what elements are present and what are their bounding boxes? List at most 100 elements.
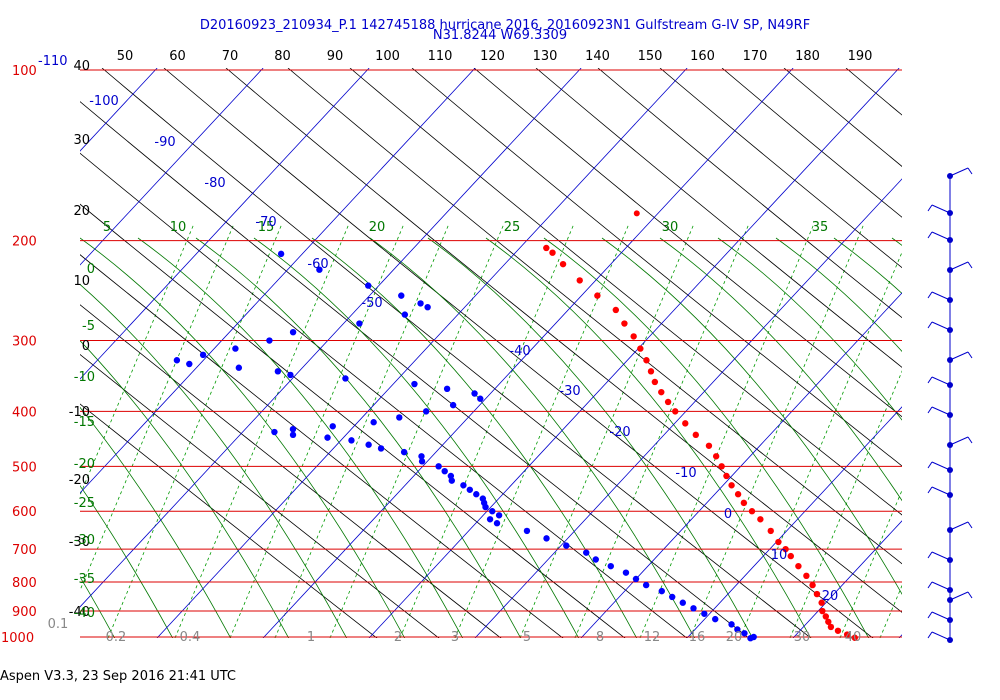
- adiabat-label: 25: [504, 220, 521, 235]
- temperature-profile-point: [827, 623, 835, 631]
- wind-barb-flag: [967, 167, 973, 175]
- left-adiabat-label: -35: [74, 572, 95, 587]
- dewpoint-profile-point: [422, 408, 430, 415]
- dewpoint-profile-point: [289, 431, 297, 439]
- left-adiabat-label: -20: [74, 457, 95, 472]
- dewpoint-profile-point: [400, 448, 408, 456]
- temperature-profile-point: [630, 333, 637, 340]
- mixing-ratio-label: 8: [596, 630, 604, 645]
- dewpoint-profile-point: [289, 328, 297, 336]
- temperature-profile-point: [658, 388, 665, 396]
- temperature-profile-point: [559, 260, 567, 268]
- pressure-label: 100: [12, 64, 37, 79]
- dewpoint-profile-point: [734, 626, 741, 633]
- top-axis-label: 100: [375, 49, 400, 64]
- moist-adiabat: [775, 237, 902, 353]
- pressure-label: 1000: [1, 631, 34, 646]
- top-axis-label: 60: [169, 49, 186, 64]
- dewpoint-profile-point: [356, 320, 363, 327]
- dewpoint-profile-point: [435, 463, 442, 470]
- dewpoint-profile-point: [471, 390, 478, 397]
- temperature-profile-point: [637, 345, 644, 352]
- dewpoint-profile-point: [329, 423, 336, 430]
- left-temperature-label: -10: [69, 405, 90, 420]
- moist-adiabat: [485, 237, 812, 638]
- mixing-ratio-line: [519, 224, 694, 638]
- temperature-profile-point: [549, 249, 556, 256]
- mixing-ratio-label: 12: [644, 630, 661, 645]
- moist-adiabat: [137, 237, 464, 638]
- mixing-ratio-line: [174, 224, 349, 638]
- chart-title: D20160923_210934_P.1 142745188 hurricane…: [200, 18, 810, 33]
- left-temperature-label: 20: [73, 204, 90, 219]
- dry-adiabat: [101, 68, 812, 638]
- chart-subtitle: N31.8244 W69.3309: [433, 28, 567, 43]
- isotherm-line: [792, 520, 902, 638]
- left-temperature-label: -30: [69, 535, 90, 550]
- left-adiabat-label: 0: [87, 262, 95, 277]
- dewpoint-profile-point: [460, 482, 467, 489]
- isotherm-label: -40: [509, 344, 530, 359]
- mixing-ratio-line: [107, 224, 282, 638]
- dewpoint-profile-point: [679, 599, 686, 606]
- temperature-profile-point: [757, 516, 764, 523]
- temperature-profile-point: [612, 306, 620, 314]
- mixing-ratio-line: [789, 370, 902, 638]
- dewpoint-profile-point: [495, 512, 503, 519]
- isotherm-top-label: -110: [38, 54, 68, 69]
- wind-barb-flag: [931, 581, 951, 591]
- temperature-profile-point: [825, 618, 832, 625]
- moist-adiabat: [369, 237, 696, 638]
- footer-version-timestamp: Aspen V3.3, 23 Sep 2016 21:41 UTC: [0, 669, 237, 684]
- wind-barb-flag: [927, 461, 933, 469]
- pressure-label: 500: [12, 460, 37, 475]
- moist-adiabat: [80, 340, 290, 638]
- adiabat-label: 15: [258, 220, 275, 235]
- dewpoint-profile-point: [669, 593, 676, 601]
- moist-adiabat: [659, 237, 902, 502]
- wind-barb-flag: [931, 551, 951, 561]
- temperature-profile-point: [723, 472, 730, 480]
- dry-adiabat: [80, 403, 378, 638]
- left-temperature-label: -40: [69, 605, 90, 620]
- dewpoint-profile-point: [486, 516, 494, 523]
- top-axis-label: 80: [274, 49, 291, 64]
- isotherm-line: [580, 292, 902, 638]
- dewpoint-profile-point: [271, 428, 278, 436]
- isotherm-label: 10: [771, 548, 788, 563]
- dewpoint-profile-point: [473, 491, 480, 498]
- mixing-ratio-label: 16: [689, 630, 706, 645]
- dewpoint-profile-point: [690, 605, 697, 612]
- sounding-profiles: [173, 210, 858, 642]
- wind-barb-flag: [931, 611, 951, 621]
- wind-barb-flag: [949, 261, 969, 271]
- isotherm-line: [474, 178, 902, 638]
- mixing-ratio-label: 30: [794, 630, 811, 645]
- dewpoint-profile-point: [607, 562, 614, 570]
- left-adiabat-label: -30: [74, 533, 95, 548]
- left-temperature-label: 40: [73, 59, 90, 74]
- mixing-ratio-line: [274, 224, 449, 638]
- temperature-profile-point: [621, 320, 628, 327]
- dewpoint-profile-point: [398, 292, 405, 299]
- temperature-profile-point: [834, 627, 842, 634]
- temperature-profile-point: [787, 552, 794, 560]
- wind-barb-flag: [931, 406, 951, 416]
- moist-adiabat: [543, 237, 870, 638]
- temperature-profile-point: [594, 292, 601, 299]
- dewpoint-profile: [173, 250, 757, 642]
- dewpoint-profile-point: [466, 486, 474, 493]
- isotherm-label: 0: [724, 507, 732, 522]
- mixing-ratio-line: [329, 224, 504, 638]
- isotherm-label: -10: [675, 466, 696, 481]
- dry-adiabat: [349, 68, 902, 516]
- dewpoint-profile-point: [728, 621, 735, 628]
- left-adiabat-label: -25: [74, 496, 95, 511]
- dewpoint-profile-point: [658, 587, 665, 595]
- temperature-profile-point: [664, 398, 672, 406]
- top-axis-label: 160: [690, 49, 715, 64]
- dry-adiabat: [80, 304, 502, 638]
- isotherm-label: -30: [559, 384, 580, 399]
- moist-adiabat: [717, 237, 902, 421]
